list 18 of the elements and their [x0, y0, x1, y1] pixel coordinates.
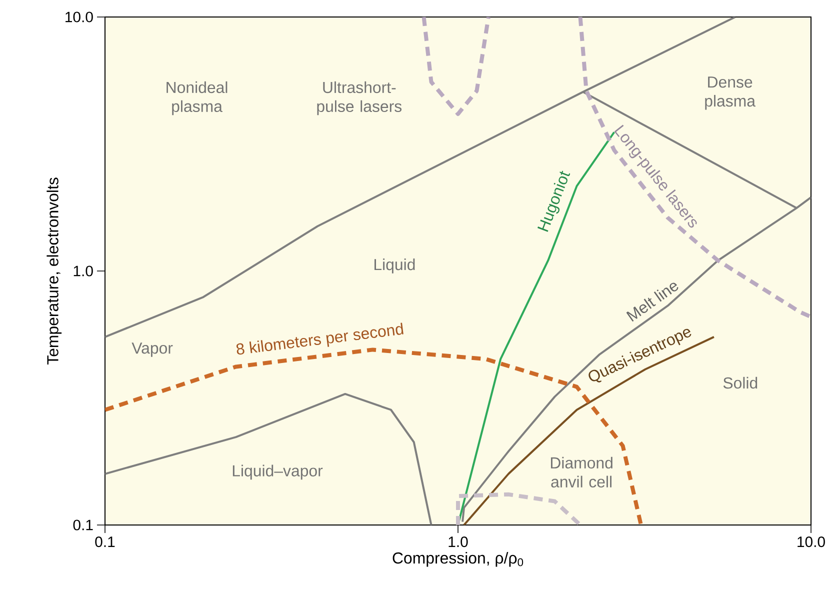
annotation: Diamond anvil cell	[550, 456, 612, 488]
annotation: Vapor	[132, 342, 173, 357]
y-tick-label: 10.0	[66, 12, 93, 22]
y-axis-title: Temperature, electronvolts	[46, 178, 62, 365]
x-tick-label: 0.1	[95, 536, 115, 548]
annotation: Ultrashort-pulse lasers	[317, 81, 402, 116]
text: Melt line	[626, 282, 678, 322]
x-tick-label: 1.0	[448, 536, 468, 548]
x-tick-label: 10.0	[798, 536, 825, 548]
text: 8 kilometers per second	[236, 322, 404, 355]
annotation: Liquid	[374, 258, 415, 274]
y-tick-label: 0.1	[73, 520, 93, 530]
annotation: Dense plasma	[705, 76, 756, 110]
y-tick-label: 1.0	[74, 266, 93, 276]
annotation: Liquid–vapor	[232, 464, 323, 480]
annotation: Nonideal plasma	[166, 81, 228, 116]
annotation: Solid	[723, 376, 758, 389]
x-axis-title: Compression, ρ/ρ$_{0}$	[392, 552, 524, 567]
